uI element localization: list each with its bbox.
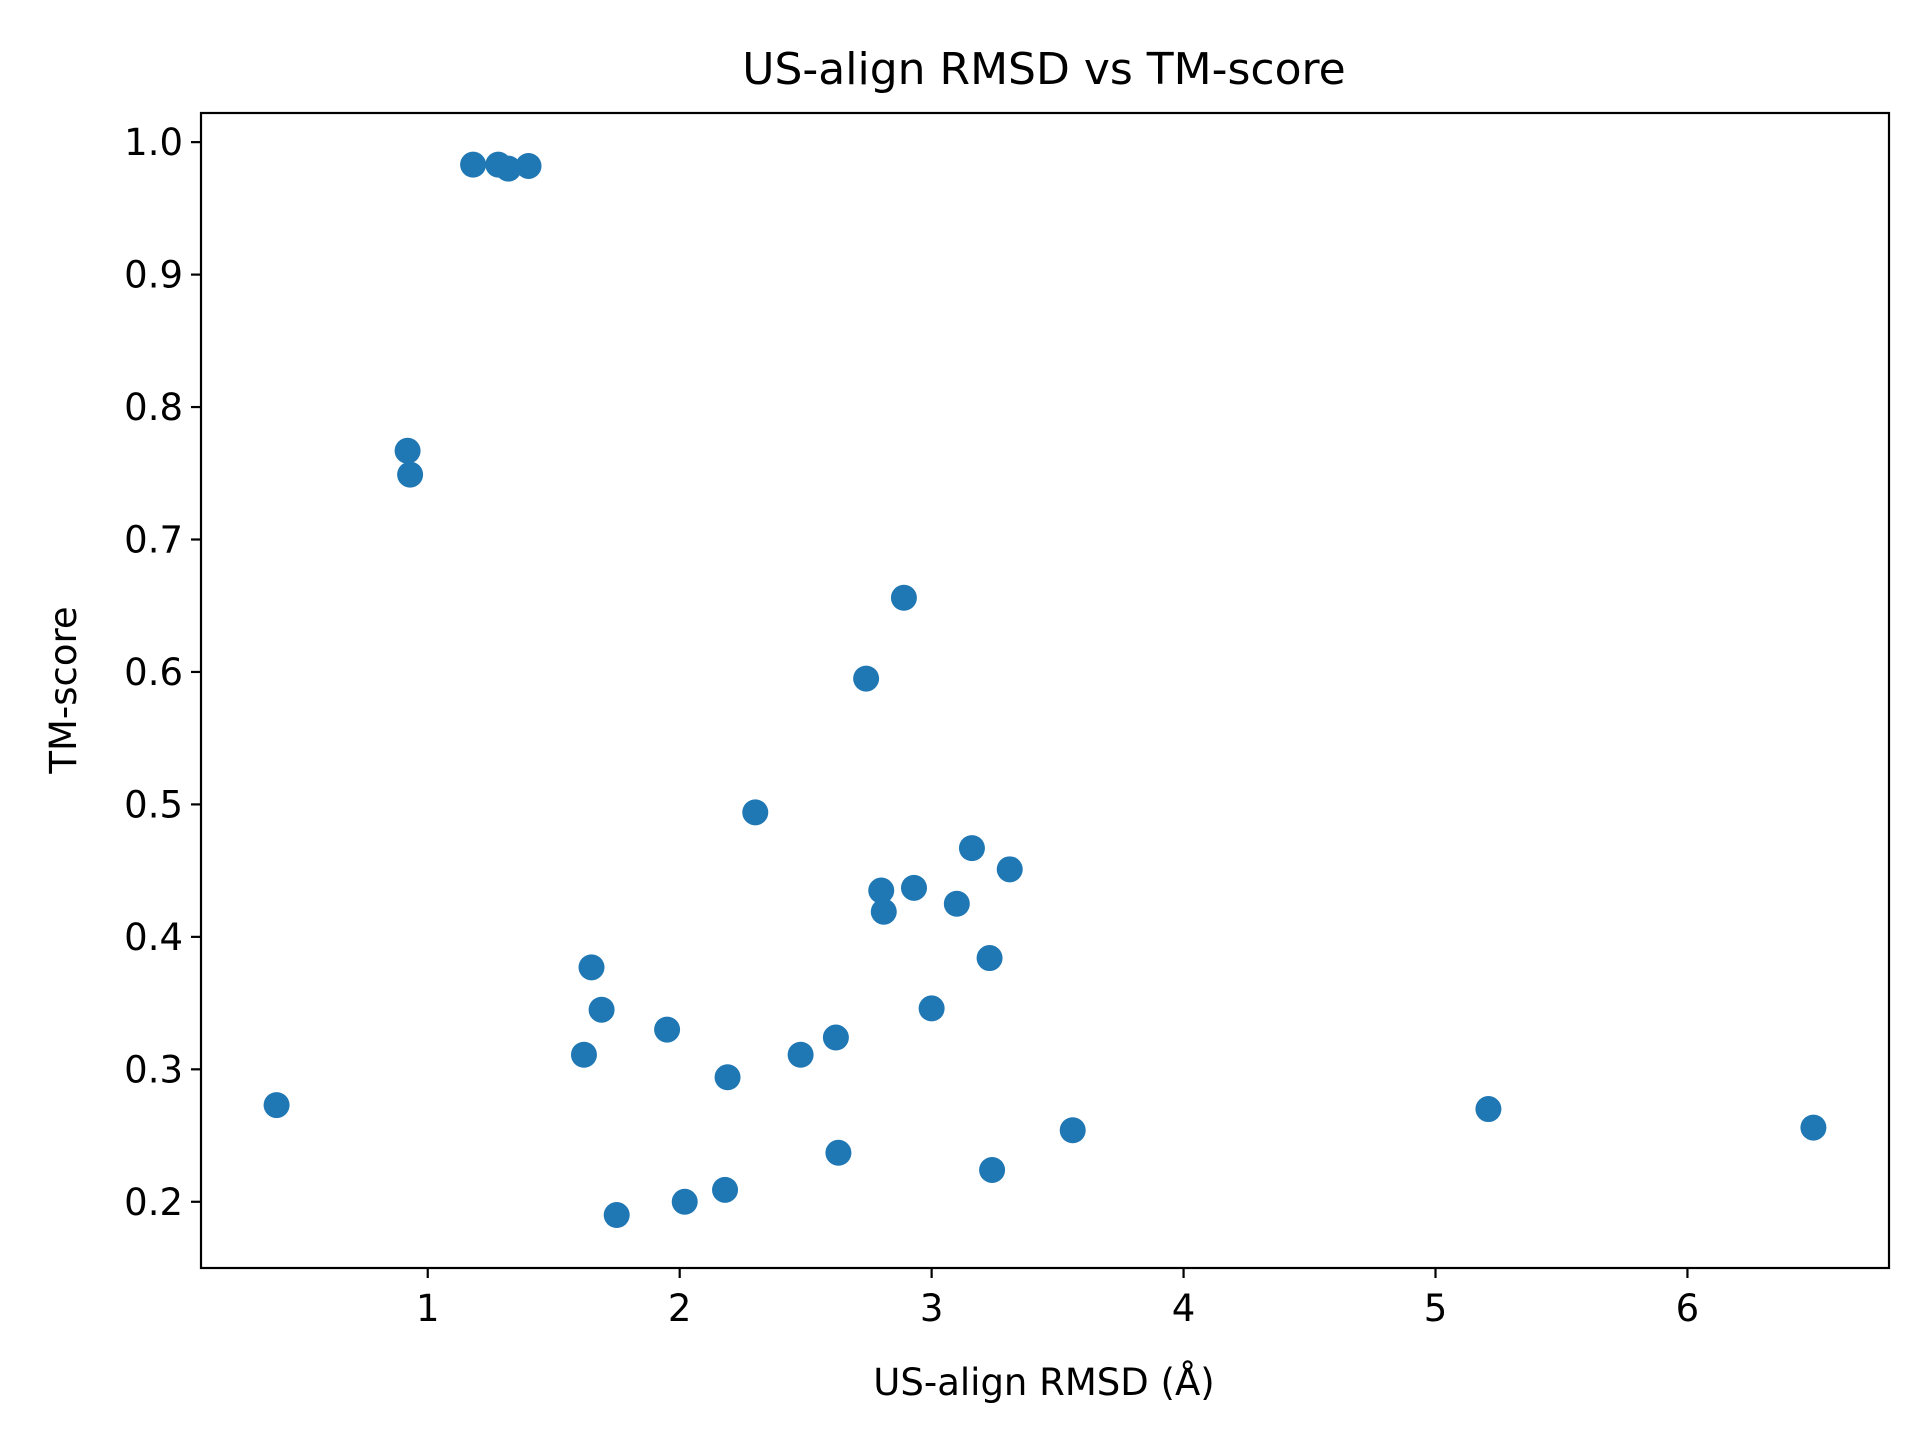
plot-frame (199, 111, 1891, 1270)
scatter-point (900, 874, 927, 901)
y-tick-label: 0.4 (124, 916, 183, 959)
x-tick-label: 6 (1676, 1287, 1700, 1330)
y-axis: 0.2 0.3 0.4 0.5 0.6 0.7 0.8 0.9 1.0 (124, 121, 201, 1224)
scatter-point (603, 1202, 630, 1229)
scatter-point (1475, 1096, 1502, 1123)
scatter-point (712, 1176, 739, 1203)
x-tick-label: 3 (920, 1287, 944, 1330)
scatter-point (1059, 1117, 1086, 1144)
x-tick-label: 2 (668, 1287, 692, 1330)
scatter-point (714, 1064, 741, 1091)
y-axis-label: TM-score (42, 606, 85, 774)
x-axis: 1 2 3 4 5 6 (416, 1268, 1699, 1330)
y-tick-label: 1.0 (124, 121, 183, 164)
scatter-point (671, 1188, 698, 1215)
scatter-point (979, 1156, 1006, 1183)
x-axis-label: US-align RMSD (Å) (873, 1360, 1214, 1404)
scatter-point (263, 1092, 290, 1119)
x-tick-label: 5 (1424, 1287, 1448, 1330)
scatter-point (515, 152, 542, 179)
scatter-point (460, 151, 487, 178)
chart-title: US-align RMSD vs TM-score (742, 44, 1345, 95)
scatter-point (1800, 1114, 1827, 1141)
data-points (263, 151, 1827, 1229)
scatter-point (943, 890, 970, 917)
y-tick-label: 0.5 (124, 783, 183, 826)
scatter-point (787, 1041, 814, 1068)
scatter-point (853, 665, 880, 692)
y-tick-label: 0.3 (124, 1048, 183, 1091)
scatter-point (654, 1016, 681, 1043)
scatter-point (397, 461, 424, 488)
scatter-point (822, 1024, 849, 1051)
x-tick-label: 4 (1172, 1287, 1196, 1330)
scatter-point (870, 898, 897, 925)
scatter-point (825, 1139, 852, 1166)
scatter-point (996, 856, 1023, 883)
scatter-point (742, 799, 769, 826)
y-tick-label: 0.2 (124, 1181, 183, 1224)
scatter-point (578, 954, 605, 981)
y-tick-label: 0.6 (124, 651, 183, 694)
scatter-point (890, 584, 917, 611)
x-tick-label: 1 (416, 1287, 440, 1330)
scatter-point (588, 996, 615, 1023)
scatter-point (976, 945, 1003, 972)
scatter-point (918, 995, 945, 1022)
scatter-point (394, 437, 421, 464)
scatter-point (495, 155, 522, 182)
y-tick-label: 0.8 (124, 386, 183, 429)
scatter-point (958, 835, 985, 862)
scatter-point (570, 1041, 597, 1068)
y-tick-label: 0.9 (124, 254, 183, 297)
scatter-point (868, 877, 895, 904)
y-tick-label: 0.7 (124, 519, 183, 562)
